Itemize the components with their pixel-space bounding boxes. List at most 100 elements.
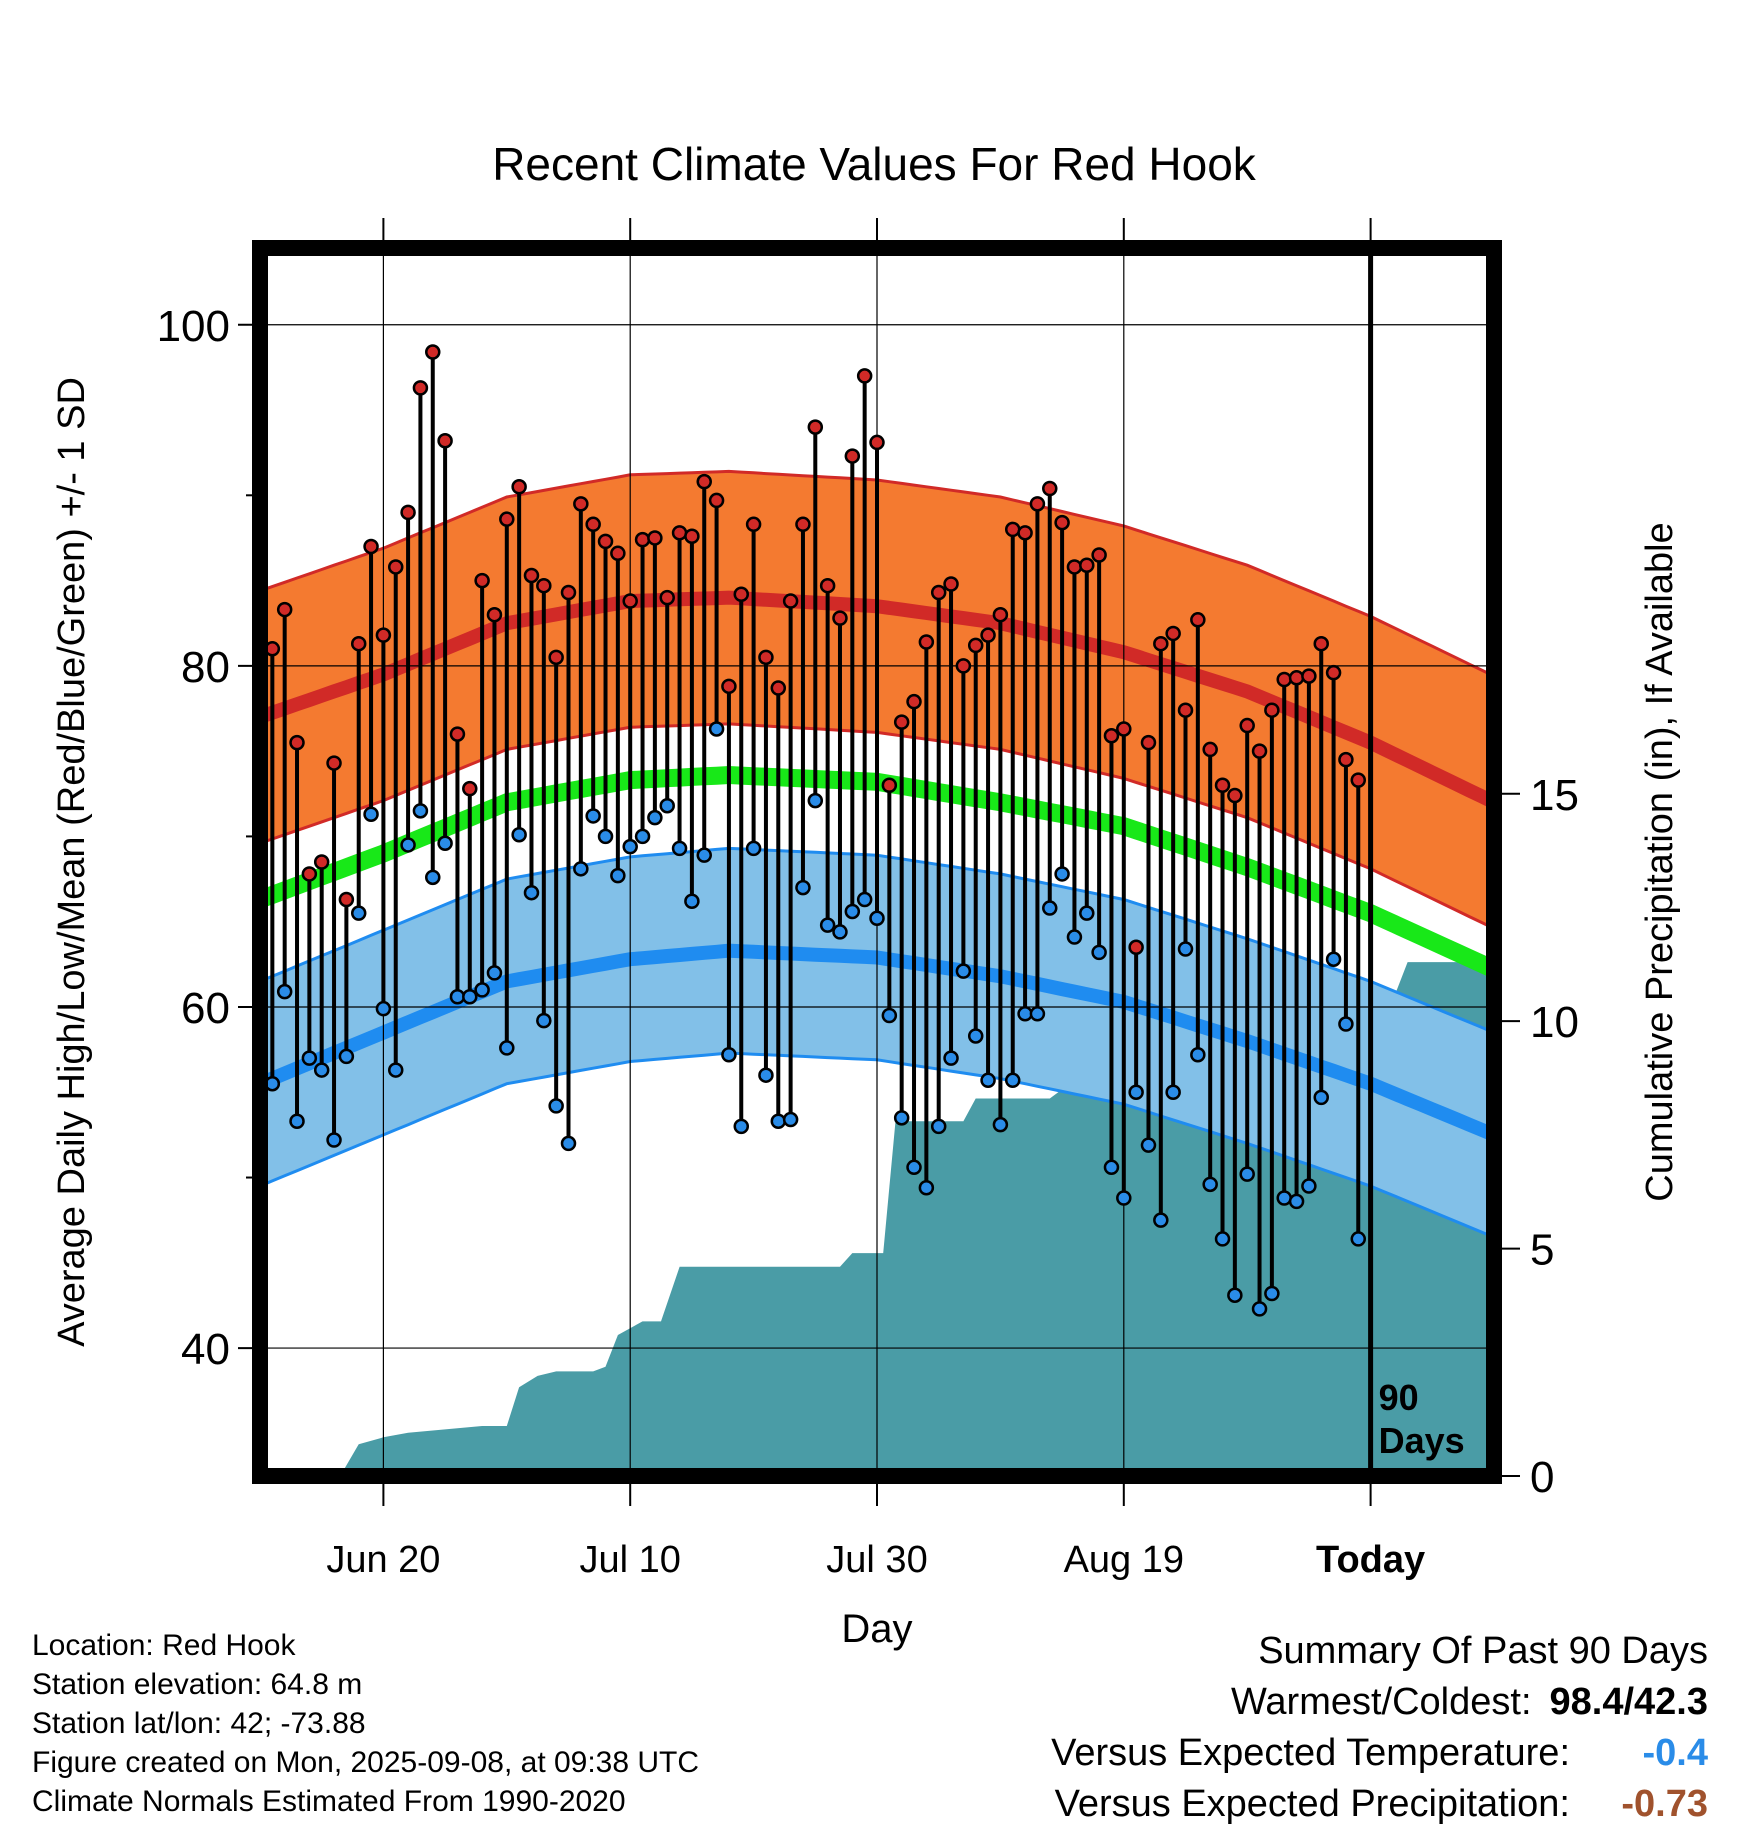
warm-cold-value: 98.4/42.3	[1549, 1681, 1708, 1723]
daily-low-point	[684, 893, 700, 909]
precip-value: -0.73	[1621, 1783, 1708, 1825]
y-tick-label: 100	[157, 302, 230, 351]
daily-low-point	[1190, 1046, 1206, 1063]
y2-tick-label: 0	[1530, 1453, 1554, 1502]
daily-high-point	[1338, 751, 1354, 768]
axes: 40 60 80 100 0 5 10 15 Jun 20 Jul 10 Jul 30 Aug 19 T…	[157, 218, 1579, 1581]
daily-high-point	[795, 516, 811, 533]
daily-high-point	[671, 525, 688, 541]
daily-low-point	[326, 1132, 342, 1148]
daily-low-point	[499, 1040, 515, 1056]
daily-high-point	[474, 572, 490, 589]
daily-low-point	[1079, 905, 1095, 921]
daily-low-point	[906, 1159, 922, 1176]
daily-low-point	[1177, 941, 1194, 957]
daily-high-point	[807, 419, 824, 435]
x-tick-label: Jul 10	[579, 1539, 680, 1581]
daily-high-point	[560, 584, 577, 601]
daily-high-point	[893, 714, 910, 730]
daily-high-point	[659, 589, 675, 606]
daily-low-point	[795, 879, 811, 896]
daily-low-point	[1066, 929, 1083, 945]
y-tick-label: 60	[181, 984, 230, 1033]
daily-high-point	[610, 545, 626, 562]
daily-high-point	[1325, 664, 1342, 681]
daily-low-point	[1128, 1084, 1144, 1100]
daily-low-point	[943, 1050, 959, 1066]
daily-high-point	[1103, 728, 1120, 744]
daily-high-point	[437, 432, 453, 449]
daily-low-point	[597, 828, 614, 845]
daily-low-point	[745, 840, 762, 857]
daily-low-point	[536, 1012, 552, 1029]
daily-low-point	[1042, 900, 1058, 916]
daily-low-point	[1202, 1176, 1218, 1193]
temp-value: -0.4	[1642, 1732, 1708, 1774]
daily-high-point	[819, 577, 836, 594]
daily-low-point	[671, 840, 688, 857]
daily-high-point	[425, 344, 441, 360]
daily-high-point	[1239, 717, 1255, 734]
daily-high-point	[1042, 480, 1058, 497]
daily-low-point	[992, 1116, 1009, 1133]
plot-area: 90 Days	[252, 240, 1502, 1484]
daily-high-point	[782, 593, 799, 609]
daily-high-point	[400, 504, 416, 521]
daily-high-point	[696, 473, 712, 490]
daily-low-point	[1103, 1159, 1120, 1176]
summary-panel: Summary Of Past 90 Days Warmest/Coldest:…	[1051, 1626, 1708, 1830]
daily-high-point	[1214, 777, 1231, 793]
daily-low-point	[363, 806, 379, 822]
daily-high-point	[1017, 525, 1033, 541]
daily-low-point	[1264, 1285, 1280, 1302]
daily-high-point	[338, 891, 355, 908]
daily-low-point	[1350, 1231, 1367, 1247]
daily-high-point	[1313, 635, 1329, 652]
daily-low-point	[387, 1062, 404, 1078]
daily-high-point	[770, 680, 787, 696]
daily-high-point	[1116, 721, 1132, 737]
daily-low-point	[375, 1000, 392, 1017]
daily-low-point	[437, 835, 453, 851]
daily-high-point	[1288, 670, 1305, 686]
daily-low-point	[338, 1048, 355, 1065]
daily-low-point	[622, 838, 638, 855]
daily-low-point	[758, 1067, 774, 1083]
chart-title: Recent Climate Values For Red Hook	[492, 138, 1257, 190]
daily-low-point	[486, 965, 503, 981]
daily-high-point	[1276, 671, 1292, 688]
daily-low-point	[819, 917, 836, 933]
daily-high-point	[412, 380, 429, 396]
daily-high-point	[523, 567, 540, 584]
daily-high-point	[1190, 612, 1206, 628]
created-text: Figure created on Mon, 2025-09-08, at 09…	[32, 1746, 700, 1779]
daily-high-point	[918, 634, 935, 650]
daily-low-point	[844, 903, 861, 920]
daily-low-point	[1288, 1193, 1305, 1210]
daily-high-point	[536, 577, 552, 594]
daily-low-point	[721, 1046, 737, 1063]
daily-low-point	[1214, 1231, 1231, 1247]
x-tick-label: Jul 30	[826, 1539, 927, 1581]
daily-low-point	[807, 792, 824, 809]
daily-high-point	[301, 866, 318, 882]
daily-high-point	[449, 726, 466, 742]
daily-low-point	[832, 924, 848, 940]
y-axis-label: Average Daily High/Low/Mean (Red/Blue/Gr…	[51, 377, 93, 1347]
daily-high-point	[499, 511, 515, 527]
daily-high-point	[276, 601, 293, 618]
daily-low-point	[1004, 1072, 1021, 1089]
daily-low-point	[930, 1118, 947, 1135]
temp-label: Versus Expected Temperature:	[1051, 1732, 1570, 1774]
daily-low-point	[1091, 944, 1107, 961]
daily-high-point	[955, 658, 972, 674]
x-tick-label: Today	[1316, 1539, 1425, 1581]
daily-high-point	[363, 538, 379, 555]
daily-stems	[258, 352, 1361, 1309]
y2-tick-label: 10	[1530, 998, 1579, 1047]
daily-low-point	[955, 963, 972, 979]
daily-low-point	[289, 1113, 305, 1129]
window-annotation: 90 Days	[1379, 1377, 1465, 1461]
daily-high-point	[721, 678, 737, 695]
y-tick-label: 80	[181, 643, 230, 692]
